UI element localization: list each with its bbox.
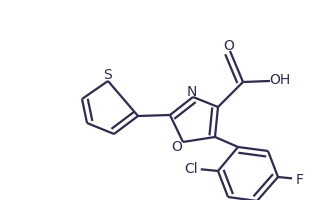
- Text: F: F: [296, 172, 304, 186]
- Text: OH: OH: [269, 73, 290, 87]
- Text: N: N: [186, 84, 197, 98]
- Text: S: S: [104, 68, 112, 82]
- Text: Cl: Cl: [184, 161, 198, 175]
- Text: O: O: [171, 139, 182, 153]
- Text: O: O: [223, 39, 234, 53]
